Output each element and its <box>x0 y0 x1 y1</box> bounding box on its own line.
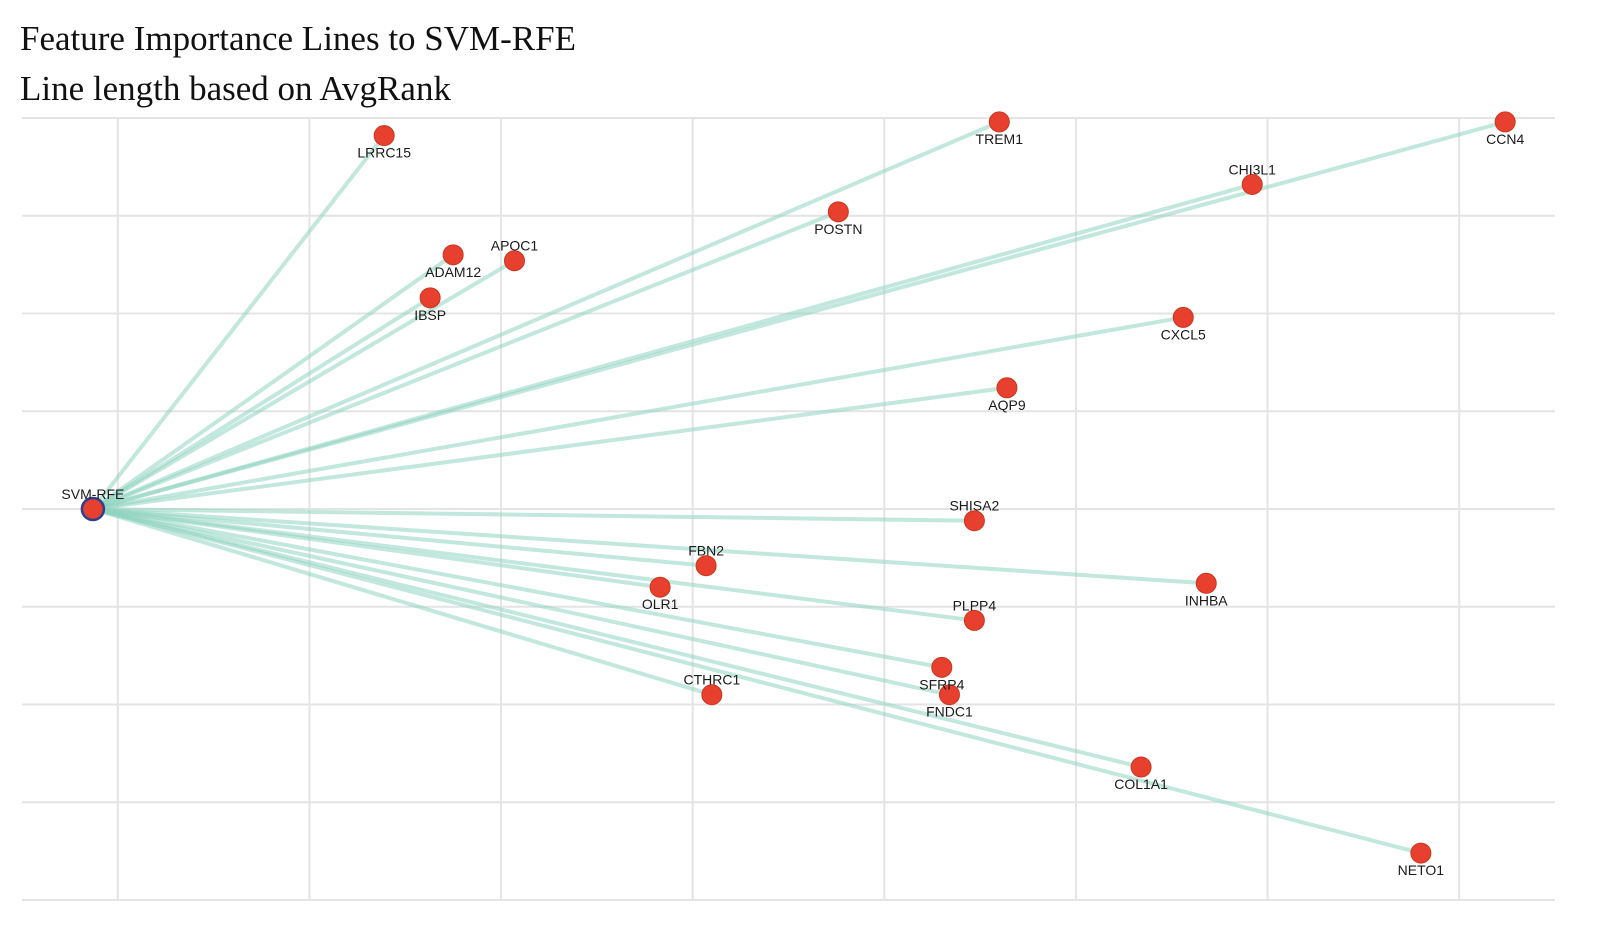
label-ibsp: IBSP <box>414 307 446 323</box>
node-sfrp4 <box>931 656 953 678</box>
node-ibsp <box>419 287 441 309</box>
node-trem1 <box>988 111 1010 133</box>
node-fndc1 <box>938 684 960 706</box>
edge-cxcl5 <box>90 315 1186 511</box>
label-olr1: OLR1 <box>642 596 679 612</box>
edge-lrrc15 <box>90 133 387 511</box>
label-fbn2: FBN2 <box>688 543 724 559</box>
node-center <box>80 496 106 522</box>
label-ccn4: CCN4 <box>1486 131 1524 147</box>
label-apoc1: APOC1 <box>491 238 539 254</box>
edge-apoc1 <box>90 258 517 511</box>
node-neto1 <box>1410 842 1432 864</box>
node-chi3l1 <box>1241 173 1263 195</box>
edge-trem1 <box>90 119 1002 511</box>
edge-postn <box>90 209 841 511</box>
node-plpp4 <box>963 609 985 631</box>
label-inhba: INHBA <box>1185 592 1228 608</box>
label-postn: POSTN <box>814 221 862 237</box>
edge-fbn2 <box>90 507 709 568</box>
label-trem1: TREM1 <box>976 131 1024 147</box>
node-shisa2 <box>963 510 985 532</box>
node-adam12 <box>442 244 464 266</box>
edge-shisa2 <box>90 507 977 523</box>
chart-title: Feature Importance Lines to SVM-RFE <box>20 19 577 58</box>
label-chi3l1: CHI3L1 <box>1228 161 1276 177</box>
chart-subtitle: Line length based on AvgRank <box>20 69 451 108</box>
label-lrrc15: LRRC15 <box>357 145 411 161</box>
label-sfrp4: SFRP4 <box>919 676 964 692</box>
chart-title-block: Feature Importance Lines to SVM-RFE Line… <box>20 14 576 114</box>
edge-chi3l1 <box>90 182 1255 511</box>
edge-sfrp4 <box>90 507 944 670</box>
label-layer: LRRC15 TREM1 CCN4 CHI3L1 POSTN APOC1 ADAM12 IBS… <box>61 131 1524 878</box>
label-plpp4: PLPP4 <box>953 597 997 613</box>
grid-layer <box>22 117 1555 901</box>
node-lrrc15 <box>373 125 395 147</box>
node-inhba <box>1195 572 1217 594</box>
edge-layer <box>90 119 1508 856</box>
node-ccn4 <box>1494 111 1516 133</box>
node-cthrc1 <box>701 684 723 706</box>
edge-inhba <box>90 507 1209 586</box>
edge-fndc1 <box>90 507 952 697</box>
edge-ibsp <box>90 295 433 511</box>
node-aqp9 <box>996 377 1018 399</box>
edge-plpp4 <box>90 507 977 623</box>
node-postn <box>827 201 849 223</box>
edge-col1a1 <box>90 507 1144 770</box>
node-cxcl5 <box>1172 306 1194 328</box>
label-col1a1: COL1A1 <box>1114 776 1168 792</box>
edge-adam12 <box>90 252 456 511</box>
node-col1a1 <box>1130 756 1152 778</box>
node-apoc1 <box>503 250 525 272</box>
edge-neto1 <box>90 507 1423 856</box>
label-shisa2: SHISA2 <box>949 498 999 514</box>
label-neto1: NETO1 <box>1398 862 1445 878</box>
label-cthrc1: CTHRC1 <box>683 672 740 688</box>
node-layer <box>80 111 1516 864</box>
node-olr1 <box>649 576 671 598</box>
label-fndc1: FNDC1 <box>926 704 973 720</box>
label-adam12: ADAM12 <box>425 264 481 280</box>
edge-cthrc1 <box>90 507 714 697</box>
label-cxcl5: CXCL5 <box>1161 326 1206 342</box>
label-svm-rfe: SVM-RFE <box>61 486 124 502</box>
node-fbn2 <box>695 555 717 577</box>
label-aqp9: AQP9 <box>988 397 1026 413</box>
edge-aqp9 <box>90 385 1009 511</box>
